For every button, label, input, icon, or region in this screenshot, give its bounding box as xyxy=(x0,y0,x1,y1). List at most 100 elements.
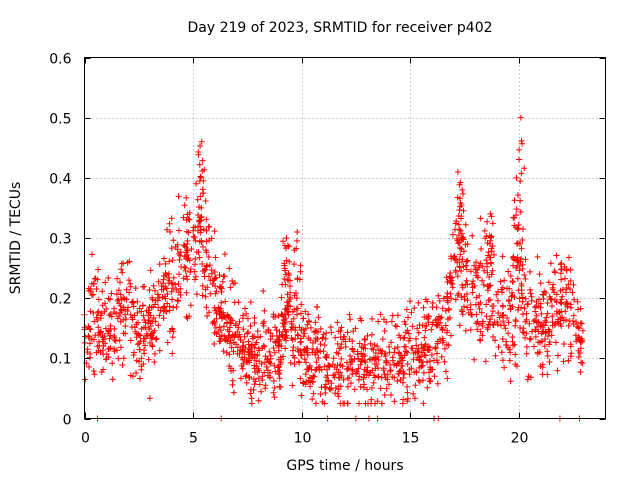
data-point xyxy=(124,259,131,266)
data-point xyxy=(272,324,279,331)
data-point xyxy=(99,302,106,309)
data-point xyxy=(340,376,347,383)
data-point xyxy=(442,307,449,314)
data-point xyxy=(423,314,430,321)
data-point xyxy=(267,360,274,367)
data-point xyxy=(360,351,367,358)
data-point xyxy=(211,269,218,276)
data-point xyxy=(229,278,236,285)
data-point xyxy=(370,379,377,386)
data-point xyxy=(169,350,176,357)
data-point xyxy=(479,277,486,284)
data-point xyxy=(535,303,542,310)
data-point xyxy=(426,378,433,385)
data-point xyxy=(327,386,334,393)
data-point xyxy=(108,290,115,297)
data-point xyxy=(456,256,463,263)
data-point xyxy=(142,342,149,349)
data-point xyxy=(155,278,162,285)
data-point xyxy=(338,341,345,348)
data-point xyxy=(211,228,218,235)
data-point xyxy=(445,305,452,312)
data-point xyxy=(434,380,441,387)
data-point xyxy=(167,228,174,235)
data-point xyxy=(438,324,445,331)
data-point xyxy=(463,277,470,284)
data-point xyxy=(547,260,554,267)
data-point xyxy=(432,344,439,351)
data-point xyxy=(152,318,159,325)
data-point xyxy=(106,296,113,303)
data-point xyxy=(408,309,415,316)
data-point xyxy=(105,330,112,337)
data-point xyxy=(485,297,492,304)
data-point xyxy=(567,277,574,284)
data-point xyxy=(146,286,153,293)
data-point xyxy=(246,357,253,364)
data-point xyxy=(404,361,411,368)
data-point xyxy=(156,261,163,268)
data-point xyxy=(157,307,164,314)
data-point xyxy=(546,341,553,348)
data-point xyxy=(456,226,463,233)
data-point xyxy=(216,324,223,331)
data-point xyxy=(283,245,290,252)
data-point xyxy=(307,324,314,331)
data-point xyxy=(518,170,525,177)
data-point xyxy=(117,344,124,351)
data-point xyxy=(166,220,173,227)
data-point xyxy=(389,354,396,361)
data-point xyxy=(117,279,124,286)
data-point xyxy=(509,279,516,286)
data-point xyxy=(185,229,192,236)
data-point xyxy=(467,268,474,275)
data-point xyxy=(246,349,253,356)
data-point xyxy=(522,295,529,302)
data-point xyxy=(484,269,491,276)
data-point xyxy=(297,351,304,358)
data-point xyxy=(123,286,130,293)
data-point xyxy=(477,299,484,306)
data-point xyxy=(328,329,335,336)
data-point xyxy=(460,263,467,270)
data-point xyxy=(271,349,278,356)
data-point xyxy=(262,328,269,335)
data-point xyxy=(394,378,401,385)
data-point xyxy=(86,363,93,370)
data-point xyxy=(443,329,450,336)
data-point xyxy=(556,309,563,316)
data-point xyxy=(532,326,539,333)
data-point xyxy=(270,345,277,352)
data-point xyxy=(552,339,559,346)
data-point xyxy=(147,267,154,274)
y-tick-label: 0.5 xyxy=(49,112,71,128)
data-point xyxy=(164,226,171,233)
data-point xyxy=(567,266,574,273)
data-point xyxy=(177,285,184,292)
data-point xyxy=(324,372,331,379)
data-point xyxy=(213,330,220,337)
data-point xyxy=(196,254,203,261)
data-point xyxy=(519,237,526,244)
data-point xyxy=(281,262,288,269)
data-point xyxy=(122,311,129,318)
data-point xyxy=(292,290,299,297)
data-point xyxy=(338,372,345,379)
data-point xyxy=(227,284,234,291)
data-point xyxy=(445,342,452,349)
data-point xyxy=(309,396,316,403)
data-point xyxy=(170,304,177,311)
data-point xyxy=(155,322,162,329)
data-point xyxy=(379,348,386,355)
data-point xyxy=(387,367,394,374)
data-point xyxy=(431,373,438,380)
data-point xyxy=(133,370,140,377)
data-point xyxy=(163,272,170,279)
data-point xyxy=(513,206,520,213)
data-point xyxy=(198,204,205,211)
data-point xyxy=(372,355,379,362)
data-point xyxy=(440,337,447,344)
data-point xyxy=(459,282,466,289)
data-point xyxy=(462,327,469,334)
data-point xyxy=(406,371,413,378)
